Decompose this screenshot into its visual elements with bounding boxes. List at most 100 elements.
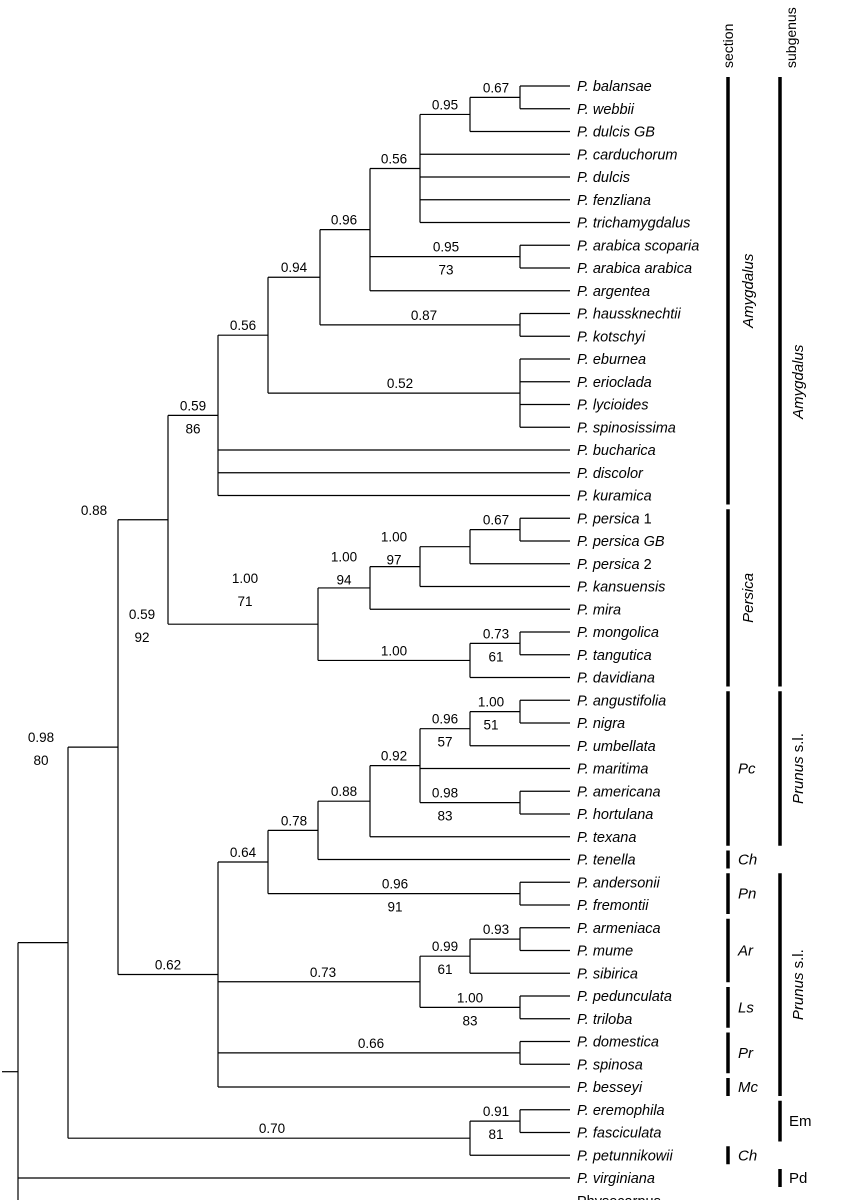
species-epithet: tenella	[589, 853, 636, 869]
species-epithet: persica	[589, 557, 640, 573]
genus-abbreviation: P.	[577, 170, 589, 186]
species-epithet: haussknechtii	[589, 307, 682, 323]
posterior-probability: 0.98	[432, 786, 458, 801]
genus-abbreviation: P.	[577, 580, 589, 596]
genus-abbreviation: P.	[577, 602, 589, 618]
posterior-probability: 0.56	[381, 151, 407, 166]
posterior-probability: 0.66	[358, 1036, 384, 1051]
bootstrap-value: 94	[336, 573, 352, 588]
species-epithet: mira	[589, 602, 621, 618]
section-header: section	[720, 24, 736, 68]
genus-abbreviation: P.	[577, 238, 589, 254]
posterior-probability: 0.78	[281, 813, 307, 828]
posterior-probability: 0.99	[432, 939, 458, 954]
species-epithet: arabica scoparia	[589, 238, 699, 254]
posterior-probability: 0.92	[381, 749, 407, 764]
taxon-suffix: Physocarpus	[577, 1194, 661, 1200]
species-epithet: discolor	[589, 466, 644, 482]
species-epithet: persica	[589, 511, 640, 527]
taxon-label: P. besseyi	[577, 1080, 643, 1096]
genus-abbreviation: P.	[577, 784, 589, 800]
subgenus-name: Prunus	[790, 756, 807, 804]
taxon-label: P. andersonii	[577, 875, 661, 891]
posterior-probability: 0.93	[483, 922, 509, 937]
taxon-label: P. dulcis GB	[577, 125, 655, 141]
taxon-label: P. kotschyi	[577, 329, 646, 345]
bootstrap-value: 86	[185, 421, 200, 436]
taxon-label: P. triloba	[577, 1012, 632, 1028]
taxon-label: P. umbellata	[577, 739, 656, 755]
genus-abbreviation: P.	[577, 898, 589, 914]
genus-abbreviation: P.	[577, 648, 589, 664]
taxon-label: P. eburnea	[577, 352, 646, 368]
taxon-label: P. fenzliana	[577, 193, 651, 209]
subgenus-qualifier: s.l.	[790, 949, 807, 972]
species-epithet: tangutica	[589, 648, 652, 664]
taxon-label: P. carduchorum	[577, 147, 678, 163]
section-label: Persica	[740, 573, 757, 623]
species-epithet: kuramica	[589, 489, 652, 505]
genus-abbreviation: P.	[577, 762, 589, 778]
genus-abbreviation: P.	[577, 443, 589, 459]
taxon-label: P. nigra	[577, 716, 625, 732]
posterior-probability: 0.95	[433, 240, 459, 255]
taxon-label: P. mira	[577, 602, 621, 618]
posterior-probability: 0.70	[259, 1121, 285, 1136]
taxon-label: P. webbii	[577, 102, 635, 118]
posterior-probability: 0.56	[230, 318, 256, 333]
posterior-probability: 0.96	[382, 877, 408, 892]
genus-abbreviation: P.	[577, 79, 589, 95]
section-label: Ch	[738, 1147, 757, 1164]
genus-abbreviation: P.	[577, 989, 589, 1005]
bootstrap-value: 61	[488, 649, 503, 664]
genus-abbreviation: P.	[577, 1012, 589, 1028]
species-epithet: petunnikowii	[589, 1148, 674, 1164]
genus-abbreviation: P.	[577, 489, 589, 505]
species-epithet: fremontii	[589, 898, 649, 914]
genus-abbreviation: P.	[577, 944, 589, 960]
taxon-label: P. fasciculata	[577, 1126, 661, 1142]
bootstrap-value: 83	[462, 1013, 477, 1028]
species-epithet: sibirica	[589, 966, 638, 982]
species-epithet: erioclada	[589, 375, 652, 391]
bootstrap-value: 71	[237, 594, 252, 609]
posterior-probability: 0.52	[387, 376, 413, 391]
genus-abbreviation: P.	[577, 1080, 589, 1096]
posterior-probability: 1.00	[331, 550, 357, 565]
subgenus-label: Prunus s.l.	[790, 949, 807, 1020]
posterior-probability: 0.95	[432, 97, 458, 112]
genus-abbreviation: P.	[577, 807, 589, 823]
genus-abbreviation: P.	[577, 966, 589, 982]
posterior-probability: 1.00	[381, 643, 407, 658]
posterior-probability: 1.00	[232, 571, 258, 586]
taxon-label: P. discolor	[577, 466, 644, 482]
genus-abbreviation: P.	[577, 329, 589, 345]
posterior-probability: 0.62	[155, 957, 181, 972]
genus-abbreviation: P.	[577, 716, 589, 732]
genus-abbreviation: P.	[577, 193, 589, 209]
taxon-label: P. spinosissima	[577, 420, 676, 436]
taxon-label: P. hortulana	[577, 807, 653, 823]
taxon-suffix: 2	[640, 557, 652, 573]
subgenus-label: Amygdalus	[790, 344, 807, 420]
bootstrap-value: 73	[438, 263, 453, 278]
posterior-probability: 0.73	[310, 965, 336, 980]
species-epithet: umbellata	[589, 739, 656, 755]
genus-abbreviation: P.	[577, 1171, 589, 1187]
taxon-label: P. tenella	[577, 853, 636, 869]
genus-abbreviation: P.	[577, 1057, 589, 1073]
species-epithet: spinosa	[589, 1057, 643, 1073]
taxon-label: P. lycioides	[577, 398, 648, 414]
genus-abbreviation: P.	[577, 102, 589, 118]
bootstrap-value: 57	[437, 735, 452, 750]
species-epithet: trichamygdalus	[589, 216, 691, 232]
bootstrap-value: 51	[483, 718, 498, 733]
posterior-probability: 0.91	[483, 1104, 509, 1119]
taxon-label: P. texana	[577, 830, 636, 846]
section-label: Pr	[738, 1045, 754, 1062]
taxon-label: P. dulcis	[577, 170, 630, 186]
posterior-probability: 0.94	[281, 260, 308, 275]
posterior-probability: 1.00	[381, 530, 407, 545]
taxon-label: P. eremophila	[577, 1103, 665, 1119]
